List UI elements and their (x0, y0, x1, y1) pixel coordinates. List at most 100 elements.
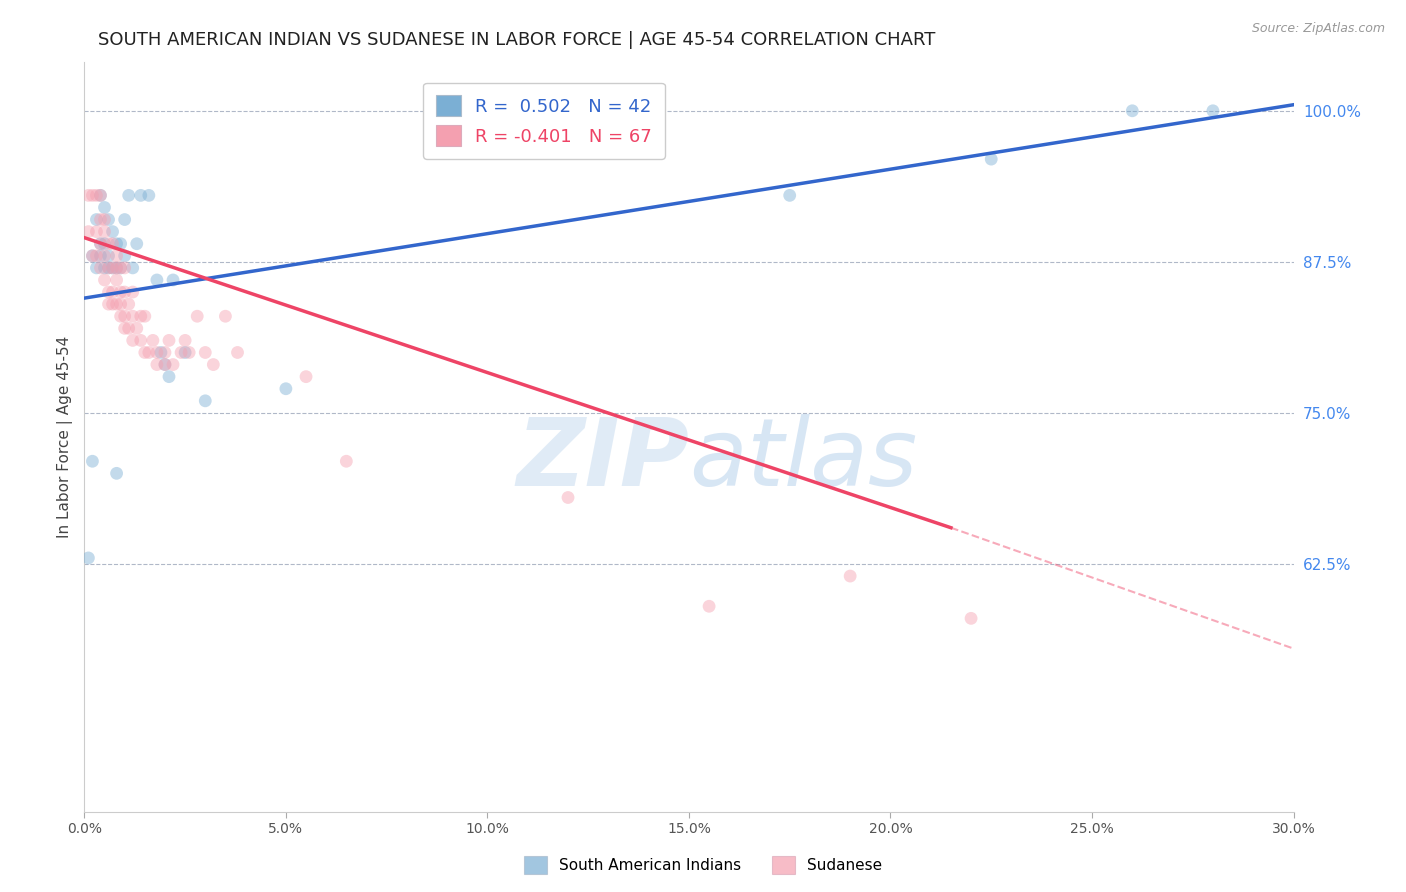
Point (89, 236, 111, 251)
Point (129, 188, 152, 202)
Point (97, 249, 120, 263)
Point (97, 212, 120, 227)
Point (134, 345, 156, 359)
Point (101, 285, 124, 299)
Point (105, 236, 128, 251)
Point (146, 345, 169, 359)
Point (149, 345, 172, 359)
Point (97, 260, 120, 275)
Point (110, 297, 132, 311)
Point (93, 212, 115, 227)
Point (93, 273, 115, 287)
Point (114, 285, 136, 299)
Text: atlas: atlas (689, 414, 917, 505)
Point (89, 188, 111, 202)
Point (110, 236, 132, 251)
Point (114, 260, 136, 275)
Point (186, 310, 208, 324)
Text: Source: ZipAtlas.com: Source: ZipAtlas.com (1251, 22, 1385, 36)
Point (174, 345, 197, 359)
Point (121, 334, 143, 348)
Point (129, 334, 152, 348)
Point (101, 225, 124, 239)
Point (118, 297, 141, 311)
Point (105, 273, 128, 287)
Point (157, 334, 180, 348)
Point (121, 260, 143, 275)
Point (960, 611, 983, 625)
Point (138, 188, 160, 202)
Point (93, 236, 115, 251)
Point (114, 321, 136, 335)
Point (214, 310, 236, 324)
Point (86, 188, 108, 202)
Point (114, 310, 136, 324)
Point (77, 225, 100, 239)
Point (146, 358, 169, 372)
Text: SOUTH AMERICAN INDIAN VS SUDANESE IN LABOR FORCE | AGE 45-54 CORRELATION CHART: SOUTH AMERICAN INDIAN VS SUDANESE IN LAB… (98, 31, 936, 49)
Point (89, 212, 111, 227)
Point (105, 260, 128, 275)
Point (105, 467, 128, 481)
Point (118, 321, 141, 335)
Point (86, 260, 108, 275)
Point (121, 310, 143, 324)
Point (153, 358, 176, 372)
Point (1202, 103, 1225, 118)
Point (110, 260, 132, 275)
Point (697, 599, 720, 614)
Point (194, 345, 217, 359)
Point (134, 310, 156, 324)
Point (101, 260, 124, 275)
Point (138, 345, 160, 359)
Point (93, 260, 115, 275)
Point (89, 236, 111, 251)
Text: ZIP: ZIP (516, 414, 689, 506)
Point (114, 249, 136, 263)
Point (162, 273, 184, 287)
Point (121, 285, 143, 299)
Point (101, 236, 124, 251)
Point (226, 345, 249, 359)
Point (179, 345, 201, 359)
Point (105, 297, 128, 311)
Point (93, 249, 115, 263)
Point (82, 249, 104, 263)
Point (170, 345, 193, 359)
Point (82, 249, 104, 263)
Point (980, 152, 1002, 166)
Point (537, 103, 560, 118)
Point (839, 569, 862, 583)
Point (86, 225, 108, 239)
Point (89, 249, 111, 263)
Point (153, 345, 176, 359)
Point (114, 212, 136, 227)
Point (97, 236, 120, 251)
Point (89, 188, 111, 202)
Point (779, 188, 801, 202)
Legend: South American Indians, Sudanese: South American Indians, Sudanese (517, 850, 889, 880)
Point (101, 297, 124, 311)
Point (110, 310, 132, 324)
Point (97, 297, 120, 311)
Point (125, 321, 148, 335)
Point (86, 249, 108, 263)
Point (274, 382, 297, 396)
Point (97, 285, 120, 299)
Point (86, 212, 108, 227)
Point (157, 369, 180, 384)
Point (162, 358, 184, 372)
Legend: R =  0.502   N = 42, R = -0.401   N = 67: R = 0.502 N = 42, R = -0.401 N = 67 (423, 83, 665, 159)
Point (194, 393, 217, 408)
Point (89, 260, 111, 275)
Point (202, 358, 225, 372)
Point (146, 273, 169, 287)
Point (118, 188, 141, 202)
Point (110, 285, 132, 299)
Point (77, 550, 100, 565)
Point (174, 334, 197, 348)
Point (295, 369, 318, 384)
Point (142, 334, 165, 348)
Point (110, 260, 132, 275)
Point (1121, 103, 1143, 118)
